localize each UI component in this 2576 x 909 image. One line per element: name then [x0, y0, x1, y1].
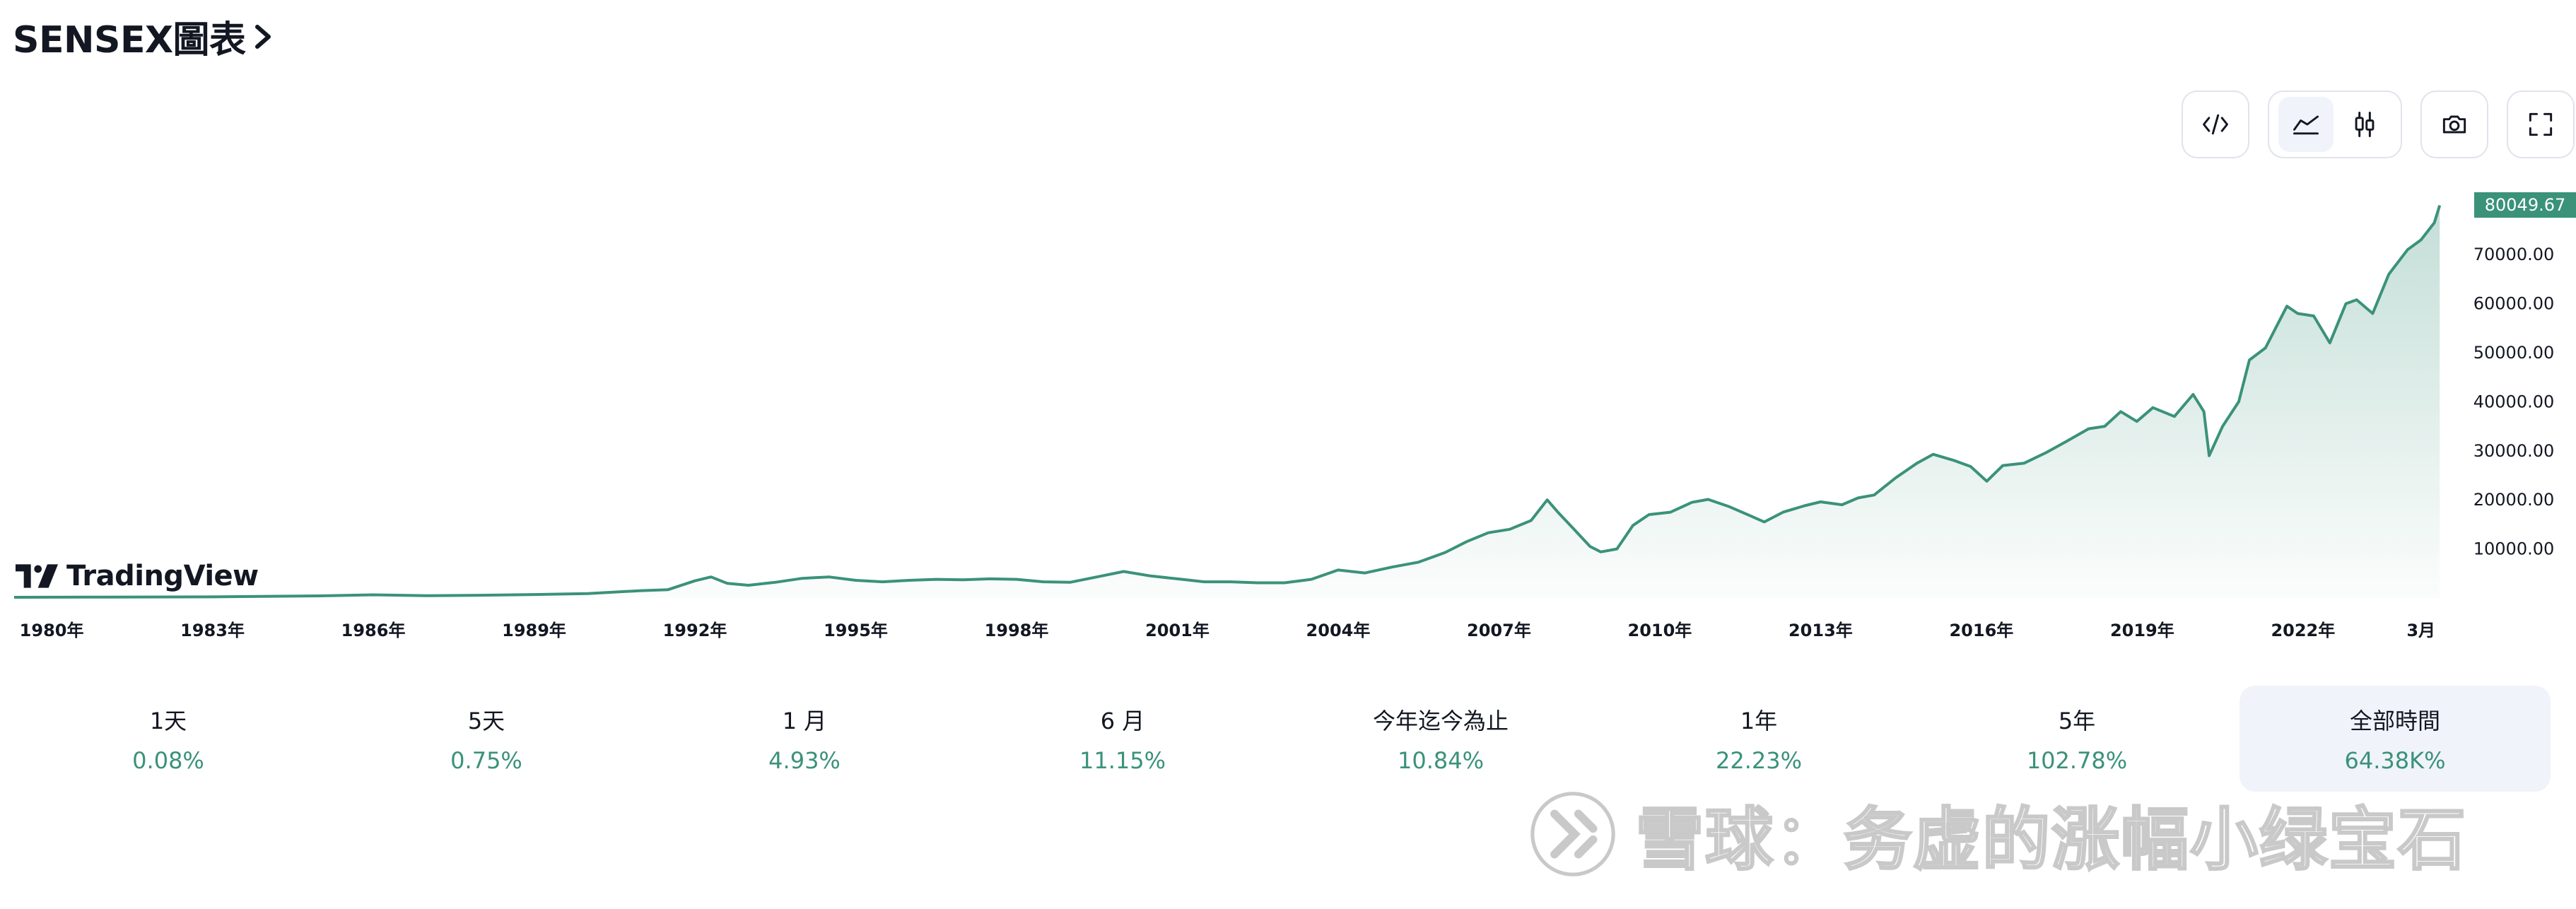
embed-code-button[interactable] [2182, 90, 2249, 158]
period-change: 102.78% [2026, 747, 2128, 774]
x-tick-label: 1998年 [985, 621, 1049, 640]
chart-title-link[interactable]: SENSEX圖表 [13, 10, 273, 63]
last-price-label: 80049.67 [2474, 192, 2576, 218]
y-tick-label: 20000.00 [2473, 490, 2555, 510]
embed-code-icon [2203, 114, 2228, 135]
x-tick-label: 2022年 [2271, 621, 2335, 640]
x-tick-label: 1992年 [663, 621, 727, 640]
camera-icon [2442, 115, 2466, 134]
period-change: 0.08% [132, 747, 204, 774]
x-tick-label: 1980年 [20, 621, 84, 640]
fullscreen-button[interactable] [2507, 90, 2575, 158]
chart-style-toggle [2268, 90, 2402, 158]
period-6m[interactable]: 6 月 11.15% [967, 686, 1278, 792]
period-label: 1 月 [782, 708, 827, 734]
period-change: 11.15% [1079, 747, 1166, 774]
tradingview-logo-text: TradingView [66, 560, 259, 592]
area-chart-svg[interactable]: 10000.00 20000.00 30000.00 40000.00 50000.00… [0, 177, 2576, 657]
period-label: 今年迄今為止 [1372, 708, 1509, 734]
tradingview-logo-icon [16, 564, 58, 588]
period-5d[interactable]: 5天 0.75% [331, 686, 642, 792]
period-1d[interactable]: 1天 0.08% [13, 686, 324, 792]
area-chart-button[interactable] [2278, 97, 2334, 152]
period-change: 22.23% [1715, 747, 1802, 774]
y-tick-label: 30000.00 [2473, 441, 2555, 461]
period-change: 4.93% [768, 747, 841, 774]
period-label: 5年 [2058, 708, 2096, 734]
candlestick-icon [2355, 112, 2374, 137]
y-tick-label: 40000.00 [2473, 392, 2555, 411]
y-tick-label: 10000.00 [2473, 539, 2555, 559]
x-tick-label: 2013年 [1788, 621, 1853, 640]
y-tick-label: 60000.00 [2473, 294, 2555, 314]
period-change: 0.75% [450, 747, 522, 774]
xueqiu-watermark: 雪球：务虚的涨幅小绿宝石 [1527, 785, 2467, 883]
period-ytd[interactable]: 今年迄今為止 10.84% [1285, 686, 1596, 792]
period-5y[interactable]: 5年 102.78% [1921, 686, 2232, 792]
period-1y[interactable]: 1年 22.23% [1603, 686, 1914, 792]
x-tick-label: 2004年 [1306, 621, 1371, 640]
x-tick-label: 1989年 [502, 621, 566, 640]
period-selector: 1天 0.08% 5天 0.75% 1 月 4.93% 6 月 11.15% 今… [0, 686, 2576, 792]
x-tick-label: 2007年 [1467, 621, 1531, 640]
xueqiu-logo-icon [1530, 791, 1615, 876]
chevron-right-icon [254, 24, 271, 49]
period-label: 全部時間 [2349, 708, 2440, 734]
series-area-fill [14, 205, 2440, 598]
x-tick-label: 1995年 [824, 621, 888, 640]
x-tick-label: 2016年 [1949, 621, 2013, 640]
page-title: SENSEX圖表 [13, 19, 246, 61]
price-chart[interactable]: 10000.00 20000.00 30000.00 40000.00 50000.00… [0, 177, 2576, 657]
snapshot-button[interactable] [2420, 90, 2488, 158]
x-tick-label: 1983年 [180, 621, 245, 640]
period-label: 5天 [467, 708, 505, 734]
series-line[interactable] [13, 204, 2442, 599]
period-all-time[interactable]: 全部時間 64.38K% [2240, 686, 2551, 792]
x-tick-label: 3月 [2406, 621, 2435, 640]
watermark-text: 雪球：务虚的涨幅小绿宝石 [1635, 799, 2467, 881]
x-tick-label: 1986年 [341, 621, 406, 640]
period-label: 6 月 [1100, 708, 1145, 734]
x-tick-label: 2001年 [1145, 621, 1210, 640]
y-tick-label: 70000.00 [2473, 245, 2555, 264]
tradingview-logo[interactable]: TradingView [16, 560, 259, 592]
x-tick-label: 2010年 [1628, 621, 1692, 640]
period-1m[interactable]: 1 月 4.93% [649, 686, 960, 792]
period-label: 1天 [149, 708, 187, 734]
period-change: 64.38K% [2344, 747, 2446, 774]
candlestick-button[interactable] [2337, 97, 2392, 152]
area-chart-icon [2293, 115, 2319, 135]
x-tick-label: 2019年 [2110, 621, 2174, 640]
fullscreen-icon [2529, 112, 2553, 136]
y-tick-label: 50000.00 [2473, 343, 2555, 363]
period-change: 10.84% [1397, 747, 1484, 774]
period-label: 1年 [1740, 708, 1778, 734]
